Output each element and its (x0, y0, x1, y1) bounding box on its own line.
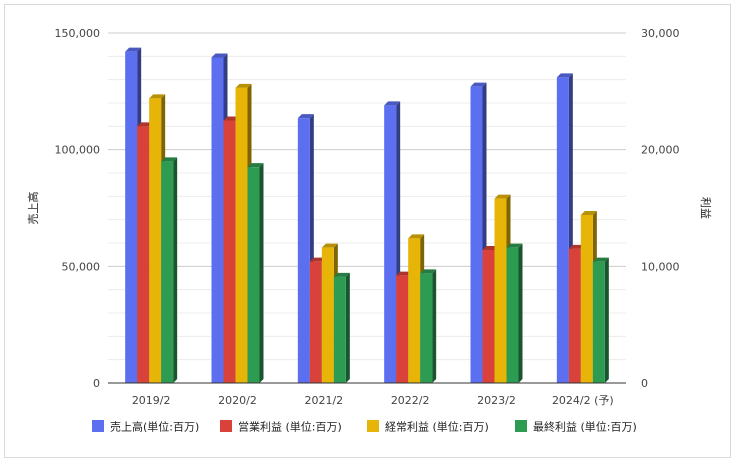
bar (297, 118, 310, 384)
bar (396, 275, 409, 383)
bar (420, 273, 433, 383)
y-left-tick-label: 0 (93, 377, 100, 390)
bar (137, 126, 150, 383)
bar-side-face (604, 257, 609, 383)
bar-side-face (432, 269, 437, 383)
bar (506, 247, 519, 383)
bar (384, 105, 397, 383)
bar-top-face (297, 114, 314, 119)
bar (247, 167, 260, 383)
bar-top-face (149, 94, 166, 99)
bar (309, 261, 322, 383)
legend: 売上高(単位:百万) 営業利益 (単位:百万) 経常利益 (単位:百万) 最終利益 (… (92, 420, 637, 434)
x-tick-label: 2023/2 (477, 394, 516, 407)
y-left-axis-title: 売上高 (26, 192, 40, 225)
bar-top-face (321, 243, 338, 248)
bar (211, 57, 224, 383)
bar-top-face (592, 257, 609, 262)
bar (592, 261, 605, 383)
bar-top-face (420, 269, 437, 274)
bar (223, 120, 236, 383)
bar (333, 276, 346, 383)
y-left-tick-label: 100,000 (55, 144, 101, 157)
x-tick-label: 2019/2 (132, 394, 171, 407)
axes: 売上高 利益 0 50,000 100,000 150,000 0 10,000 20,00… (26, 27, 713, 407)
bar-side-face (259, 163, 264, 383)
legend-swatch (92, 420, 104, 432)
bar-top-face (506, 243, 523, 248)
bar (470, 86, 483, 384)
bar-top-face (556, 73, 573, 78)
bar (580, 215, 593, 383)
bar (161, 161, 174, 383)
gridlines (108, 32, 626, 384)
y-right-tick-label: 0 (641, 377, 648, 390)
y-left-tick-label: 150,000 (55, 27, 101, 40)
bar-top-face (408, 234, 425, 239)
y-right-axis-title: 利益 (699, 197, 713, 219)
legend-swatch (220, 420, 232, 432)
bar (556, 77, 569, 383)
x-tick-label: 2024/2 (予) (552, 394, 614, 407)
bar-top-face (470, 82, 487, 87)
bar-top-face (384, 101, 401, 106)
bar (482, 250, 495, 383)
y-right-tick-label: 20,000 (641, 144, 680, 157)
legend-swatch (515, 420, 527, 432)
bars (125, 47, 609, 384)
bar-side-face (173, 157, 178, 383)
legend-label: 経常利益 (単位:百万) (385, 420, 489, 434)
bar-side-face (345, 272, 350, 383)
bar (235, 87, 248, 383)
y-right-tick-label: 10,000 (641, 260, 680, 273)
bar (149, 98, 162, 383)
legend-label: 営業利益 (単位:百万) (238, 420, 342, 434)
bar-top-face (161, 157, 178, 162)
bar-top-face (494, 194, 511, 199)
legend-label: 最終利益 (単位:百万) (533, 420, 637, 434)
x-tick-label: 2022/2 (391, 394, 430, 407)
bar-top-face (247, 163, 264, 168)
bar-top-face (235, 83, 252, 88)
x-tick-label: 2021/2 (304, 394, 343, 407)
bar (321, 247, 334, 383)
bar (568, 248, 581, 383)
y-right-tick-label: 30,000 (641, 27, 680, 40)
bar-side-face (518, 243, 523, 383)
y-left-tick-label: 50,000 (62, 260, 101, 273)
bar (494, 198, 507, 383)
bar-top-face (580, 211, 597, 215)
x-tick-label: 2020/2 (218, 394, 257, 407)
legend-label: 売上高(単位:百万) (110, 420, 199, 434)
bar-top-face (211, 53, 228, 58)
bar (125, 51, 138, 384)
bar-top-face (333, 272, 350, 277)
bar (408, 238, 421, 383)
bar-top-face (125, 47, 142, 52)
legend-swatch (367, 420, 379, 432)
